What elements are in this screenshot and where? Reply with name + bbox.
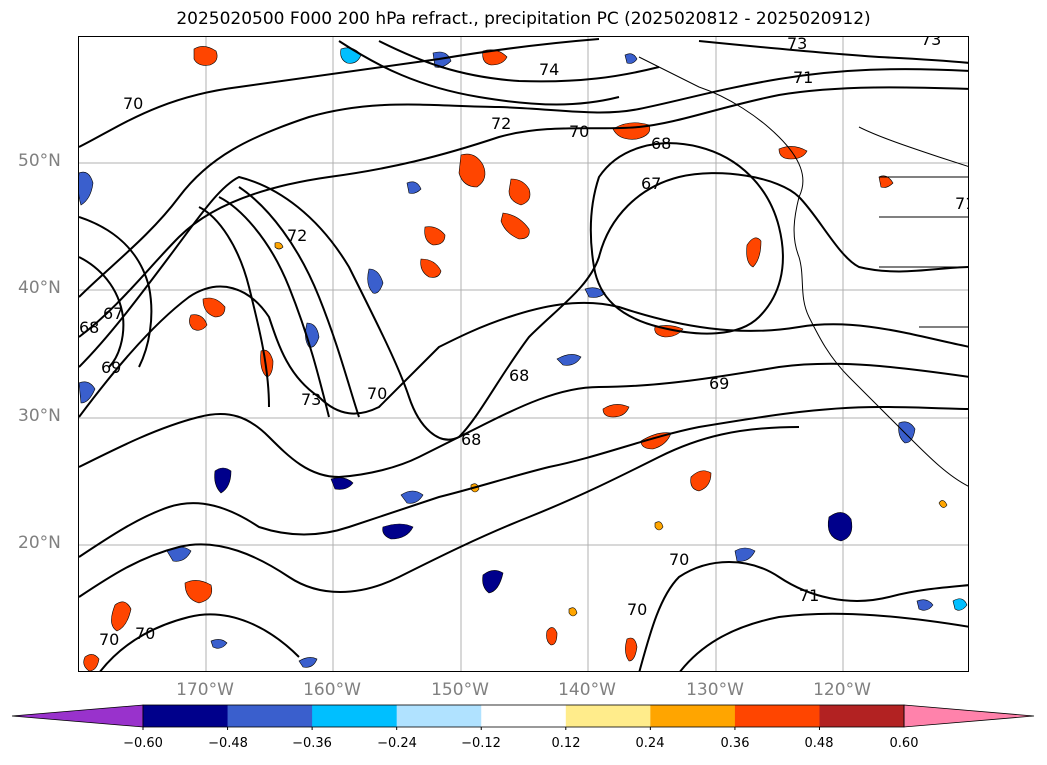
colorbar-segment xyxy=(143,705,229,727)
map-title: 2025020500 F000 200 hPa refract., precip… xyxy=(176,9,871,29)
contour-label: 69 xyxy=(101,358,121,377)
contour-label: 72 xyxy=(287,226,307,245)
contour-label: 68 xyxy=(461,430,481,449)
contour-label: 70 xyxy=(367,384,387,403)
colorbar-tick-label: 0.12 xyxy=(551,736,581,751)
colorbar-frame xyxy=(142,704,905,728)
contour-label: 73 xyxy=(301,390,321,409)
contour-label: 68 xyxy=(651,134,671,153)
lon-label: 170°W xyxy=(176,680,234,700)
colorbar-segment xyxy=(396,705,482,727)
colorbar-tick-label: −0.36 xyxy=(292,736,332,751)
map-panel[interactable]: 70 74 73 73 71 72 70 68 67 72 67 68 69 7… xyxy=(78,36,969,672)
contour-label: 67 xyxy=(641,174,661,193)
colorbar-segment xyxy=(481,705,567,727)
colorbar-segments xyxy=(11,704,1035,730)
lon-label: 140°W xyxy=(558,680,616,700)
lat-label: 30°N xyxy=(18,406,61,426)
colorbar-tick-label: 0.36 xyxy=(720,736,750,751)
contour-labels: 70 74 73 73 71 72 70 68 67 72 67 68 69 7… xyxy=(79,37,969,649)
colorbar-tick-label: −0.48 xyxy=(208,736,248,751)
contour-label: 68 xyxy=(509,366,529,385)
contours xyxy=(79,38,968,671)
contour-label: 70 xyxy=(669,550,689,569)
lon-label: 130°W xyxy=(686,680,744,700)
colorbar-segment xyxy=(227,705,313,727)
contour-label: 73 xyxy=(921,37,941,49)
colorbar-extend-low xyxy=(11,704,144,728)
contour-label: 69 xyxy=(709,374,729,393)
contour-label: 71 xyxy=(799,586,819,605)
lat-label: 40°N xyxy=(18,278,61,298)
lat-label: 50°N xyxy=(18,151,61,171)
colorbar-segment xyxy=(312,705,398,727)
colorbar-tick-label: 0.24 xyxy=(635,736,665,751)
lon-label: 160°W xyxy=(303,680,361,700)
contour-label: 70 xyxy=(99,630,119,649)
contour-label: 73 xyxy=(787,37,807,53)
colorbar xyxy=(11,704,1035,730)
colorbar-extend-high xyxy=(903,704,1035,728)
precip-negative xyxy=(79,47,968,668)
contour-label: 70 xyxy=(135,624,155,643)
contour-label: 71 xyxy=(955,194,969,213)
colorbar-tick-label: −0.60 xyxy=(123,736,163,751)
map-canvas: 70 74 73 73 71 72 70 68 67 72 67 68 69 7… xyxy=(79,37,969,671)
colorbar-segment xyxy=(734,705,820,727)
colorbar-tick-label: 0.48 xyxy=(804,736,834,751)
colorbar-tick-label: −0.12 xyxy=(461,736,501,751)
lon-label: 150°W xyxy=(431,680,489,700)
precip-positive xyxy=(83,46,948,671)
colorbar-segment xyxy=(819,705,905,727)
colorbar-segment xyxy=(650,705,736,727)
contour-label: 67 xyxy=(103,304,123,323)
contour-label: 71 xyxy=(793,68,813,87)
lat-label: 20°N xyxy=(18,533,61,553)
colorbar-tick-label: 0.60 xyxy=(889,736,919,751)
colorbar-tick-label: −0.24 xyxy=(377,736,417,751)
contour-label: 70 xyxy=(123,94,143,113)
graticule xyxy=(79,37,968,671)
lon-label: 120°W xyxy=(813,680,871,700)
contour-label: 70 xyxy=(569,122,589,141)
contour-label: 68 xyxy=(79,318,99,337)
contour-label: 70 xyxy=(627,600,647,619)
contour-label: 74 xyxy=(539,60,559,79)
colorbar-segment xyxy=(565,705,651,727)
coastline xyxy=(638,56,968,487)
contour-label: 72 xyxy=(491,114,511,133)
